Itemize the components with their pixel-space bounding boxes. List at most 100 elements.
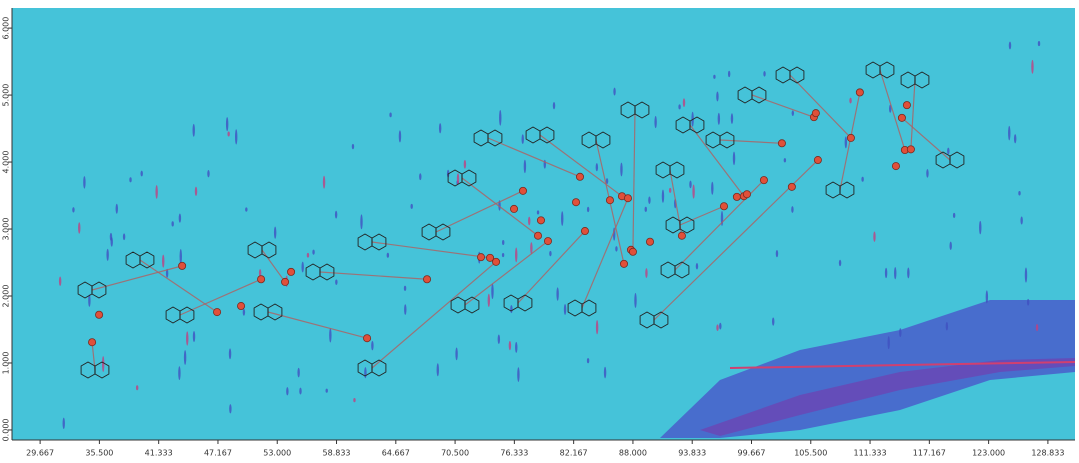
streak <box>1008 41 1012 50</box>
streak <box>668 187 672 193</box>
streak <box>552 102 556 110</box>
ring <box>949 151 965 169</box>
streak <box>689 180 692 189</box>
streak <box>325 388 328 393</box>
ring <box>914 71 930 89</box>
streak <box>129 177 132 183</box>
streak <box>783 158 787 163</box>
streak <box>455 347 458 361</box>
streak <box>561 211 564 226</box>
streak <box>634 293 637 308</box>
streak <box>364 367 367 379</box>
streak <box>135 385 139 391</box>
streak <box>661 189 665 203</box>
streak <box>719 322 722 330</box>
ring <box>91 281 107 299</box>
streak <box>438 123 442 134</box>
peak-marker <box>605 196 614 205</box>
streak <box>229 404 232 414</box>
ring <box>634 101 650 119</box>
streak <box>101 356 105 372</box>
ring <box>371 233 387 251</box>
x-tick-label: 35.500 <box>85 449 113 458</box>
streak <box>861 176 864 182</box>
streak <box>371 340 374 351</box>
streak <box>979 220 982 235</box>
streak <box>179 249 182 265</box>
x-tick-label: 82.167 <box>560 449 588 458</box>
streak <box>884 267 888 279</box>
streak <box>502 240 505 246</box>
ring <box>179 306 195 324</box>
streak <box>644 206 647 212</box>
leader-line <box>461 177 539 237</box>
streak <box>228 348 232 360</box>
streak <box>887 336 890 350</box>
peak-marker <box>902 101 911 110</box>
peak-marker <box>855 88 864 97</box>
streak <box>227 131 230 137</box>
ring <box>879 61 895 79</box>
streak <box>613 87 616 96</box>
streak <box>515 341 518 353</box>
peak-marker <box>677 231 686 240</box>
streak <box>654 115 657 129</box>
streak <box>849 97 852 104</box>
peak-marker <box>619 259 628 268</box>
peak-marker <box>575 172 584 181</box>
peak-marker <box>732 192 741 201</box>
peak-marker <box>787 182 796 191</box>
x-tick-label: 64.667 <box>382 449 410 458</box>
streak <box>595 320 599 335</box>
streak <box>1020 216 1023 225</box>
streak <box>711 181 714 195</box>
leader-line <box>319 271 428 280</box>
streak <box>351 143 355 150</box>
streak <box>186 331 189 346</box>
streak <box>171 221 174 227</box>
streak <box>299 387 302 395</box>
streak <box>165 268 169 278</box>
streak <box>122 233 126 241</box>
streak <box>155 185 158 199</box>
streak <box>586 206 590 213</box>
streak <box>838 259 842 267</box>
peak-marker <box>213 308 222 317</box>
streak <box>389 112 392 118</box>
streak <box>536 210 540 215</box>
leader-line <box>371 261 497 369</box>
x-tick-label: 47.167 <box>204 449 232 458</box>
peak-marker <box>628 247 637 256</box>
streak <box>844 136 848 149</box>
peak-marker <box>891 162 900 171</box>
streak <box>235 129 238 145</box>
peak-marker <box>897 113 906 122</box>
streak <box>603 366 607 379</box>
streak <box>162 254 165 268</box>
streak <box>615 246 618 252</box>
streak <box>335 279 338 285</box>
streak <box>207 170 210 178</box>
streak <box>286 387 289 396</box>
peak-marker <box>813 156 822 165</box>
leader-line <box>751 94 815 118</box>
streak <box>586 358 590 364</box>
streak <box>556 287 559 301</box>
y-tick-label: 0.000 <box>2 419 11 442</box>
ring <box>653 311 669 329</box>
peak-marker <box>363 334 372 343</box>
ring <box>839 181 855 199</box>
x-tick-label: 111.333 <box>854 449 887 458</box>
streak <box>501 252 505 258</box>
x-tick-label: 58.833 <box>323 449 351 458</box>
ring <box>789 66 805 84</box>
streak <box>717 112 721 125</box>
streak <box>306 252 310 258</box>
streak <box>78 222 81 234</box>
peak-marker <box>287 267 296 276</box>
streak <box>549 250 552 257</box>
streak <box>947 147 950 155</box>
leader-line <box>879 69 906 151</box>
streak <box>678 104 681 110</box>
streak <box>178 213 182 223</box>
